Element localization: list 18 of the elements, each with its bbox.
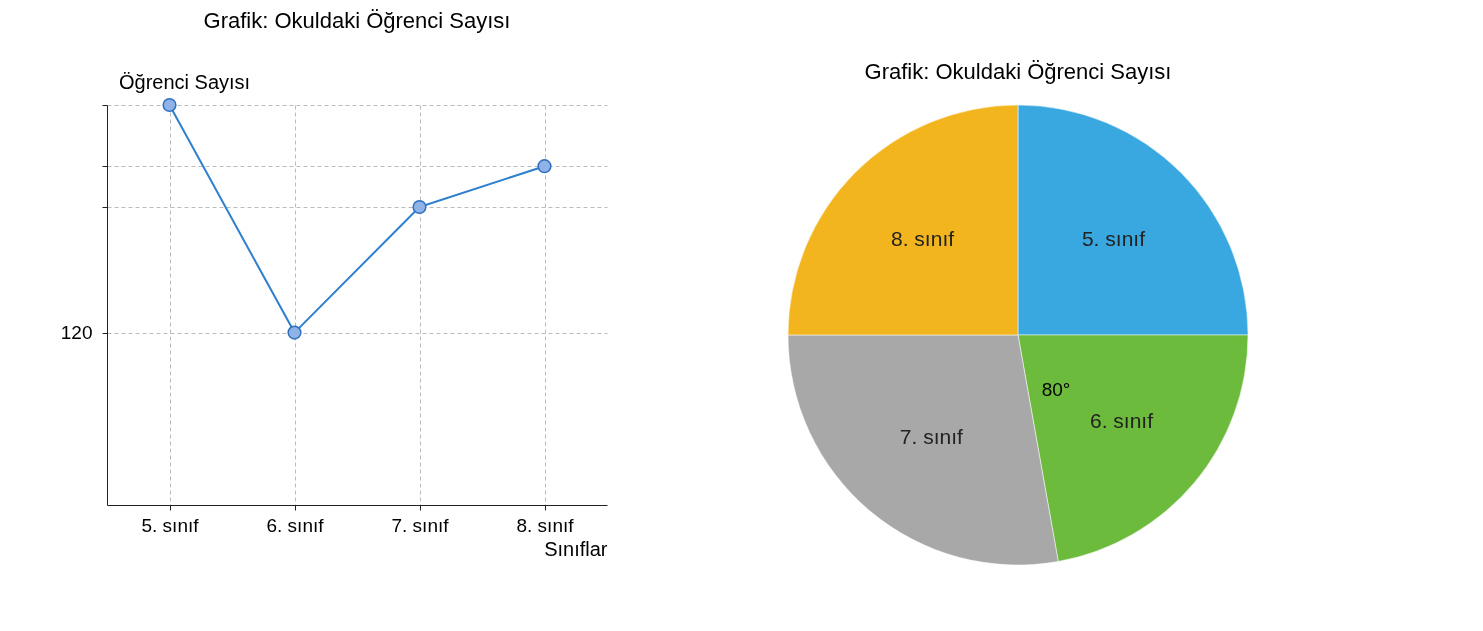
slice-label: 7. sınıf — [899, 425, 963, 449]
chart-title: Grafik: Okuldaki Öğrenci Sayısı — [203, 8, 511, 33]
x-tick-label: 8. sınıf — [516, 514, 575, 536]
x-tick-label: 6. sınıf — [266, 514, 325, 536]
point — [537, 159, 552, 174]
point — [287, 325, 302, 340]
slice-label: 5. sınıf — [1081, 226, 1146, 250]
text: 120 — [60, 322, 93, 344]
chart-title: Grafik: Okuldaki Öğrenci Sayısı — [864, 59, 1172, 84]
y-axis-title: Öğrenci Sayısı — [119, 71, 251, 93]
point — [162, 97, 177, 113]
text: 80° — [1041, 379, 1071, 400]
point — [412, 199, 427, 215]
x-axis-title: Sınıflar — [544, 537, 608, 560]
slice-label: 8. sınıf — [891, 226, 955, 250]
slice-label: 6. sınıf — [1089, 408, 1154, 432]
x-tick-label: 5. sınıf — [141, 514, 200, 536]
x-tick-label: 7. sınıf — [391, 514, 450, 536]
